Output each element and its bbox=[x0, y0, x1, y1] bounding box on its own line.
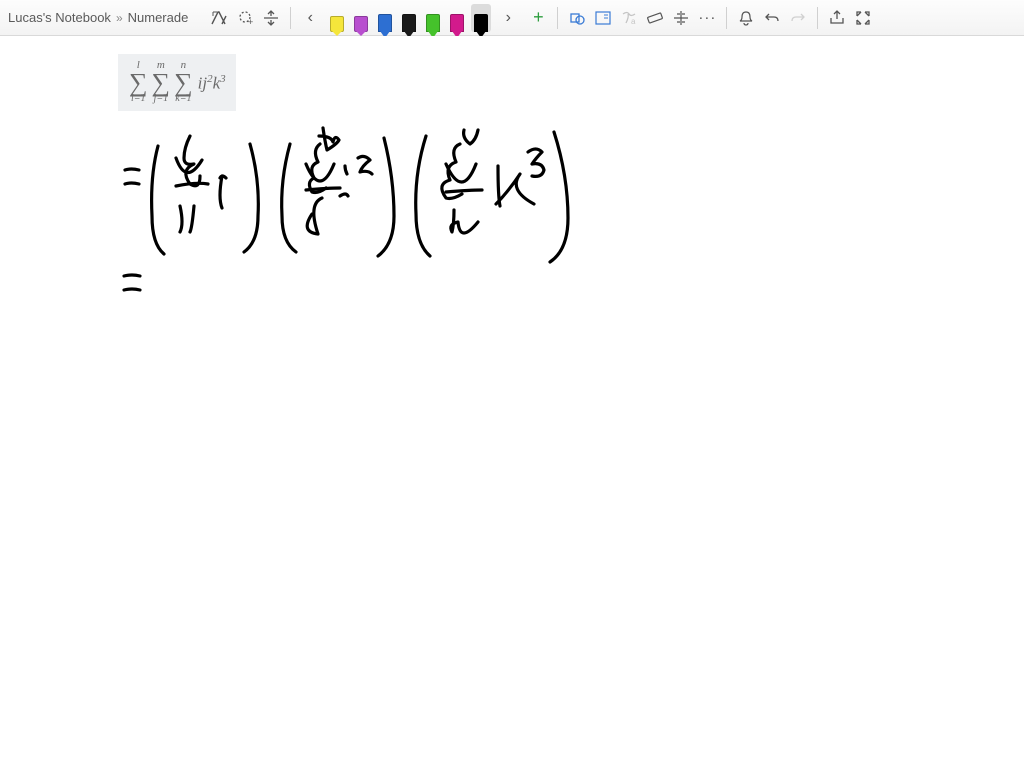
ink-to-text-button[interactable] bbox=[590, 5, 616, 31]
pen-2[interactable] bbox=[423, 4, 443, 32]
text-tool-button[interactable] bbox=[206, 5, 232, 31]
ink-stroke bbox=[220, 176, 226, 208]
breadcrumb-notebook[interactable]: Lucas's Notebook bbox=[8, 10, 111, 25]
pen-4[interactable]: ▾ bbox=[471, 4, 491, 32]
notifications-button[interactable] bbox=[733, 5, 759, 31]
ink-stroke bbox=[125, 169, 139, 184]
toolbar-separator bbox=[557, 7, 558, 29]
ink-stroke bbox=[319, 128, 339, 150]
note-canvas[interactable]: l∑i=1m∑j=1n∑k=1ij2k3 bbox=[0, 36, 1024, 768]
pen-3[interactable] bbox=[447, 4, 467, 32]
pen-scroll-next[interactable]: › bbox=[495, 5, 521, 31]
more-button[interactable]: ··· bbox=[694, 5, 720, 31]
ink-to-shape-button[interactable] bbox=[564, 5, 590, 31]
ink-stroke bbox=[124, 275, 140, 290]
ink-stroke bbox=[378, 138, 394, 256]
ink-stroke bbox=[358, 156, 372, 174]
ink-stroke bbox=[282, 144, 296, 252]
ink-stroke bbox=[464, 130, 478, 144]
undo-button[interactable] bbox=[759, 5, 785, 31]
breadcrumb[interactable]: Lucas's Notebook » Numerade bbox=[8, 10, 188, 25]
highlighter-pen-0[interactable] bbox=[327, 4, 347, 32]
ink-to-math-button[interactable]: a bbox=[616, 5, 642, 31]
ink-stroke bbox=[152, 146, 164, 254]
pen-tray: ‹ ▾›+ bbox=[297, 4, 551, 32]
breadcrumb-page[interactable]: Numerade bbox=[128, 10, 189, 25]
ink-stroke bbox=[340, 166, 348, 196]
ink-stroke bbox=[496, 166, 534, 206]
lasso-tool-button[interactable]: + bbox=[232, 5, 258, 31]
ink-stroke bbox=[550, 132, 568, 262]
add-pen-button[interactable]: + bbox=[525, 5, 551, 31]
toolbar-separator bbox=[817, 7, 818, 29]
ink-stroke bbox=[309, 144, 326, 193]
toolbar-separator bbox=[726, 7, 727, 29]
ink-layer bbox=[0, 36, 1024, 768]
share-button[interactable] bbox=[824, 5, 850, 31]
ink-stroke bbox=[244, 144, 258, 252]
svg-text:a: a bbox=[631, 17, 636, 26]
exit-fullscreen-button[interactable] bbox=[850, 5, 876, 31]
pen-scroll-prev[interactable]: ‹ bbox=[297, 5, 323, 31]
ink-stroke bbox=[176, 158, 208, 232]
math-grid-button[interactable] bbox=[668, 5, 694, 31]
toolbar: Lucas's Notebook » Numerade + ‹▾›+ a ··· bbox=[0, 0, 1024, 36]
ruler-button[interactable] bbox=[642, 5, 668, 31]
redo-button[interactable] bbox=[785, 5, 811, 31]
toolbar-separator bbox=[290, 7, 291, 29]
ink-stroke bbox=[306, 164, 340, 234]
ink-stroke bbox=[528, 149, 544, 176]
svg-text:+: + bbox=[248, 17, 253, 27]
ink-stroke bbox=[416, 136, 430, 256]
pen-1[interactable] bbox=[399, 4, 419, 32]
highlighter-pen-1[interactable] bbox=[351, 4, 371, 32]
pen-0[interactable] bbox=[375, 4, 395, 32]
ink-stroke bbox=[184, 136, 200, 186]
breadcrumb-separator: » bbox=[116, 11, 123, 25]
insert-space-button[interactable] bbox=[258, 5, 284, 31]
